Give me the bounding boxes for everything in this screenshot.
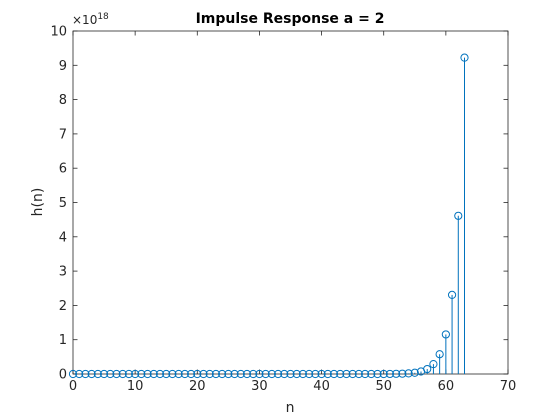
stem-marker-16 <box>168 369 177 379</box>
x-tick-label-1: 10 <box>127 379 144 394</box>
x-tick-label-5: 50 <box>375 379 392 394</box>
stem-marker-10 <box>131 369 140 379</box>
stem-marker-14 <box>155 369 165 379</box>
stem-marker-31 <box>261 369 270 379</box>
y-tick-label-7: 7 <box>59 127 67 142</box>
stem-marker-11 <box>137 369 146 379</box>
stem-marker-27 <box>236 369 245 379</box>
x-tick-label-6: 60 <box>438 379 455 394</box>
stem-marker-58 <box>429 360 438 369</box>
stem-marker-37 <box>298 369 308 379</box>
stem-marker-18 <box>180 369 189 379</box>
stem-marker-35 <box>286 369 295 379</box>
stem-marker-8 <box>118 369 127 379</box>
stem-marker-7 <box>112 369 121 379</box>
y-axis-label: h(n) <box>30 188 46 217</box>
x-axis-label: n <box>286 400 295 416</box>
stem-marker-24 <box>218 369 227 379</box>
stem-marker-33 <box>273 369 283 379</box>
stem-marker-21 <box>199 369 208 379</box>
stem-marker-28 <box>242 369 252 379</box>
stem-marker-54 <box>404 369 413 378</box>
stem-marker-25 <box>224 369 233 379</box>
stem-marker-50 <box>379 369 388 379</box>
stem-marker-19 <box>186 369 196 379</box>
stem-marker-45 <box>348 369 357 379</box>
stem-marker-42 <box>329 369 339 379</box>
stem-marker-1 <box>75 369 84 379</box>
stem-marker-55 <box>410 368 419 377</box>
x-tick-label-7: 70 <box>500 379 517 394</box>
stem-marker-46 <box>354 369 363 379</box>
y-exponent-power: 18 <box>97 12 109 22</box>
stem-marker-41 <box>323 369 332 379</box>
y-tick-label-10: 10 <box>50 25 67 40</box>
y-tick-label-5: 5 <box>59 196 67 211</box>
y-tick-label-2: 2 <box>59 299 67 314</box>
stem-marker-49 <box>373 369 382 379</box>
plot-area <box>72 30 509 375</box>
x-tick-label-4: 40 <box>313 379 330 394</box>
y-tick-label-1: 1 <box>59 333 67 348</box>
y-exponent-base: ×10 <box>72 13 97 27</box>
stem-marker-13 <box>149 369 158 379</box>
chart-title: Impulse Response a = 2 <box>196 11 385 27</box>
x-axis-ticks: 0 10 20 30 40 50 60 70 <box>69 31 516 394</box>
stem-marker-17 <box>174 369 183 379</box>
stem-marker-29 <box>249 369 258 379</box>
stem-marker-52 <box>392 369 401 378</box>
stem-marker-2 <box>81 369 90 379</box>
stem-marker-63 <box>460 53 469 62</box>
stem-marker-32 <box>267 369 276 379</box>
y-tick-label-3: 3 <box>59 265 67 280</box>
stem-marker-3 <box>87 369 96 379</box>
stem-marker-9 <box>124 369 134 379</box>
y-axis-ticks: 0 1 2 3 4 5 6 7 8 9 10 <box>50 25 508 383</box>
stem-marker-62 <box>454 211 463 220</box>
x-tick-label-2: 20 <box>189 379 206 394</box>
stem-marker-26 <box>230 369 239 379</box>
stem-marker-12 <box>143 369 152 379</box>
stem-marker-48 <box>367 369 376 379</box>
stem-marker-0 <box>68 369 78 379</box>
stem-marker-44 <box>342 369 351 379</box>
stem-marker-15 <box>162 369 171 379</box>
stem-marker-20 <box>193 369 202 379</box>
y-tick-label-9: 9 <box>59 59 67 74</box>
stem-marker-36 <box>292 369 301 379</box>
stem-marker-47 <box>360 369 370 379</box>
stem-marker-38 <box>305 369 314 379</box>
y-tick-label-4: 4 <box>59 230 67 245</box>
stem-marker-23 <box>211 369 221 379</box>
stem-marker-60 <box>441 330 450 339</box>
stem-marker-57 <box>423 364 432 374</box>
stem-marker-22 <box>205 369 214 379</box>
y-exponent-label: ×1018 <box>72 12 109 27</box>
y-tick-label-0: 0 <box>59 368 67 383</box>
stem-marker-4 <box>93 369 102 379</box>
y-tick-label-6: 6 <box>59 162 67 177</box>
x-tick-label-0: 0 <box>69 379 77 394</box>
y-tick-label-8: 8 <box>59 93 67 108</box>
stem-marker-40 <box>317 369 326 379</box>
stem-marker-6 <box>106 369 115 379</box>
stem-marker-39 <box>311 369 320 379</box>
stem-marker-43 <box>336 369 345 379</box>
stem-marker-61 <box>447 290 457 300</box>
stem-marker-30 <box>255 369 264 379</box>
stem-series <box>68 53 469 379</box>
stem-marker-51 <box>385 369 395 379</box>
x-tick-label-3: 30 <box>251 379 268 394</box>
stem-marker-53 <box>398 369 407 378</box>
stem-marker-34 <box>280 369 289 379</box>
stem-marker-5 <box>99 369 109 379</box>
stem-marker-59 <box>435 350 444 359</box>
